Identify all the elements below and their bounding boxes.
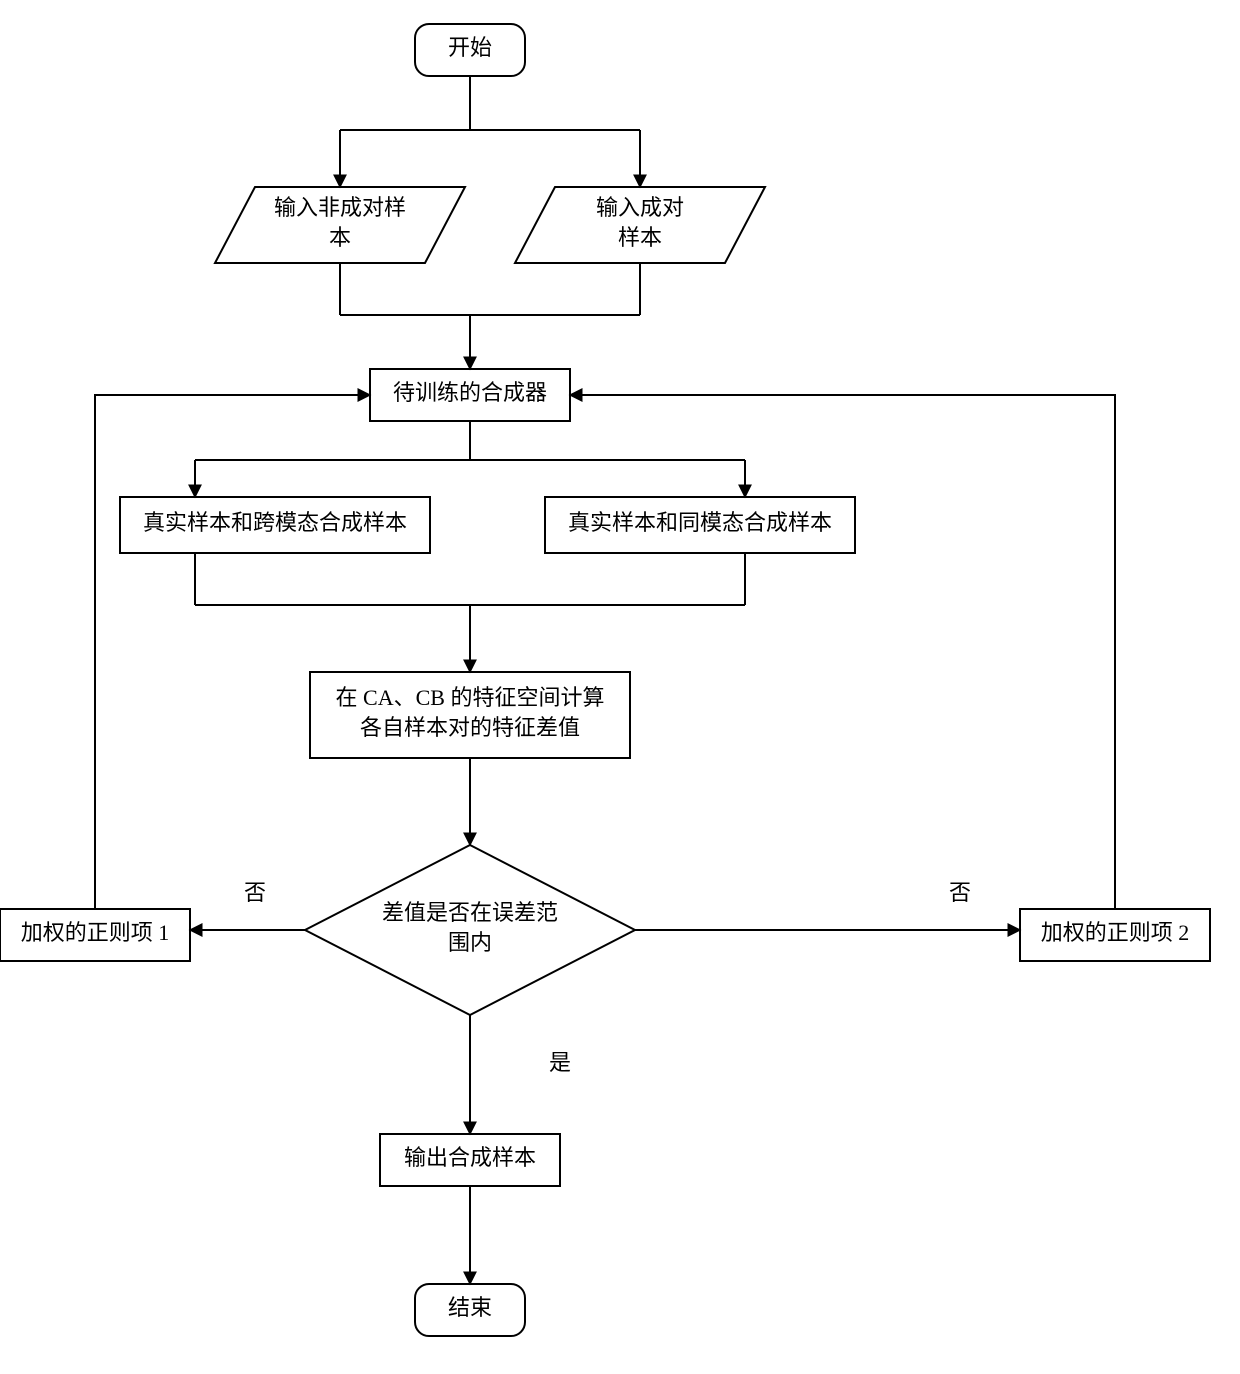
node-end-label: 结束 bbox=[448, 1295, 492, 1320]
edge-19 bbox=[95, 395, 370, 909]
node-start-label: 开始 bbox=[448, 35, 492, 60]
node-reg1-label: 加权的正则项 1 bbox=[21, 920, 170, 945]
flowchart: 开始输入非成对样本 输入成对样本待训练的合成器真实样本和跨模态合成样本 真实样本和同… bbox=[0, 0, 1240, 1374]
node-dec-label: 围内 bbox=[448, 930, 492, 955]
node-calc-label: 各自样本对的特征差值 bbox=[360, 715, 580, 740]
edge-label-0: 否 bbox=[244, 880, 266, 905]
node-synth-label: 待训练的合成器 bbox=[393, 380, 547, 405]
node-dec-label: 差值是否在误差范 bbox=[382, 900, 558, 925]
node-in_left-label: 输入非成对样 bbox=[274, 195, 406, 220]
node-reg2-label: 加权的正则项 2 bbox=[1041, 920, 1190, 945]
node-in_right-label: 样本 bbox=[618, 225, 662, 250]
node-in_right-label: 输入成对 bbox=[596, 195, 684, 220]
node-p_right-label: 真实样本和同模态合成样本 bbox=[568, 510, 832, 535]
node-calc-label: 在 CA、CB 的特征空间计算 bbox=[336, 685, 605, 710]
edge-label-2: 是 bbox=[549, 1050, 571, 1075]
edge-label-1: 否 bbox=[949, 880, 971, 905]
edge-20 bbox=[570, 395, 1115, 909]
node-out-label: 输出合成样本 bbox=[404, 1145, 536, 1170]
node-in_left-label: 本 bbox=[329, 225, 351, 250]
node-p_left-label: 真实样本和跨模态合成样本 bbox=[143, 510, 407, 535]
